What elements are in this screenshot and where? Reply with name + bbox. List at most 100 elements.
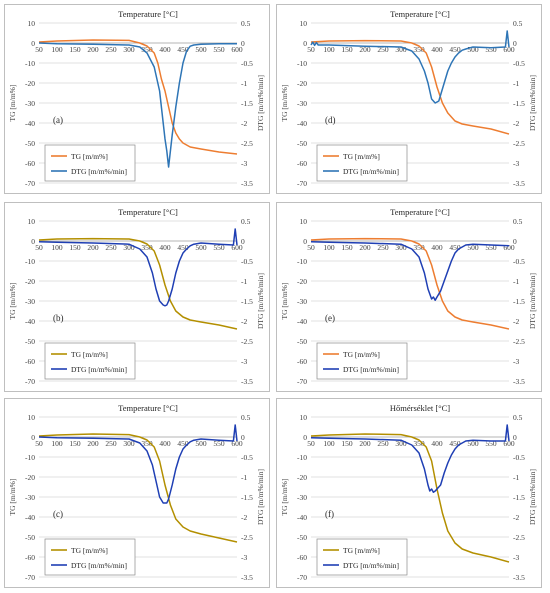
tg-series-line (38, 237, 238, 330)
x-tick-label: 150 (341, 45, 353, 54)
y-tick-label: -60 (25, 357, 35, 366)
y2-tick-label: 0 (513, 39, 517, 48)
y2-tick-label: -2 (513, 317, 519, 326)
legend-label: DTG [m/m%/min] (71, 365, 127, 374)
chart-panel-e: 10 0 -10 -20 -30 -40 -50 -60 -70 0.5 0 -0.5 -1 -1.5 -2… (276, 202, 542, 392)
y-tick-label: 0 (303, 237, 307, 246)
x-tick-label: 50 (307, 243, 315, 252)
x-tick-label: 100 (51, 243, 63, 252)
x-tick-label: 300 (395, 45, 407, 54)
y-tick-label: -40 (297, 119, 307, 128)
x-tick-label: 200 (87, 439, 99, 448)
x-tick-label: 50 (307, 439, 315, 448)
chart-d: 100-10-20-30-40-50-60-700.50-0.5-1-1.5-2… (280, 9, 537, 188)
chart-e: 100-10-20-30-40-50-60-700.50-0.5-1-1.5-2… (280, 207, 537, 386)
y-tick-label: -40 (25, 317, 35, 326)
x-tick-label: 150 (69, 45, 81, 54)
y-tick-label: 0 (31, 39, 35, 48)
y2-tick-label: -2 (241, 317, 247, 326)
x-tick-label: 450 (449, 439, 461, 448)
y2-tick-label: -0.5 (513, 257, 525, 266)
x-tick-label: 150 (69, 439, 81, 448)
y2-axis-label: DTG [m/m%/min] (528, 273, 537, 329)
x-tick-label: 250 (377, 45, 389, 54)
y-tick-label: -30 (25, 99, 35, 108)
y2-tick-label: 0.5 (241, 217, 251, 226)
y2-tick-label: 0.5 (513, 217, 523, 226)
x-tick-label: 300 (123, 45, 135, 54)
y2-tick-label: -3 (513, 357, 519, 366)
y-axis-label: TG [m/m%] (8, 479, 17, 516)
y-tick-label: -50 (25, 139, 35, 148)
x-tick-label: 550 (485, 439, 497, 448)
x-tick-label: 100 (51, 439, 63, 448)
x-tick-label: 100 (323, 45, 335, 54)
y2-tick-label: -3.5 (241, 377, 253, 386)
tg-series-line (310, 237, 510, 330)
chart-title: Hőmérséklet [°C] (390, 403, 450, 413)
tg-series-line (310, 39, 510, 135)
legend-label: TG [m/m%] (343, 546, 380, 555)
legend-label: DTG [m/m%/min] (71, 561, 127, 570)
x-tick-label: 500 (467, 45, 479, 54)
y2-tick-label: -2 (241, 513, 247, 522)
x-tick-label: 400 (431, 439, 443, 448)
y-tick-label: 10 (28, 19, 36, 28)
y-tick-label: -30 (25, 297, 35, 306)
y-tick-label: -70 (25, 179, 35, 188)
y-tick-label: -40 (297, 317, 307, 326)
panel-label: (e) (325, 313, 335, 323)
x-tick-label: 300 (123, 243, 135, 252)
x-tick-label: 600 (503, 439, 515, 448)
y2-tick-label: -3.5 (513, 573, 525, 582)
y-tick-label: 0 (31, 237, 35, 246)
panel-label: (f) (325, 509, 334, 519)
chart-a: 100-10-20-30-40-50-60-700.50-0.5-1-1.5-2… (8, 9, 265, 188)
dtg-series-line (310, 30, 510, 104)
y2-tick-label: 0.5 (241, 19, 251, 28)
x-tick-label: 200 (87, 45, 99, 54)
x-tick-label: 550 (213, 45, 225, 54)
y-tick-label: -20 (297, 473, 307, 482)
x-tick-label: 300 (123, 439, 135, 448)
y2-tick-label: -1.5 (241, 99, 253, 108)
y2-axis-label: DTG [m/m%/min] (528, 469, 537, 525)
x-tick-label: 600 (503, 243, 515, 252)
x-tick-label: 100 (323, 243, 335, 252)
y2-tick-label: -2.5 (241, 337, 253, 346)
x-tick-label: 50 (35, 45, 43, 54)
y2-tick-label: -3 (241, 357, 247, 366)
chart-title: Temperature [°C] (118, 9, 178, 19)
y-tick-label: -70 (297, 377, 307, 386)
legend-box (316, 538, 408, 576)
y2-tick-label: -3.5 (241, 573, 253, 582)
x-tick-label: 600 (503, 45, 515, 54)
y2-axis-label: DTG [m/m%/min] (256, 273, 265, 329)
x-tick-label: 550 (485, 243, 497, 252)
y-tick-label: -50 (297, 533, 307, 542)
y2-tick-label: -0.5 (241, 257, 253, 266)
dtg-series-line (38, 42, 237, 168)
x-tick-label: 550 (213, 439, 225, 448)
y-tick-label: -10 (297, 453, 307, 462)
x-tick-label: 450 (449, 45, 461, 54)
y2-tick-label: -1 (513, 473, 519, 482)
y-tick-label: -60 (25, 553, 35, 562)
y-tick-label: -70 (25, 573, 35, 582)
y2-tick-label: -1.5 (513, 99, 525, 108)
y2-tick-label: -0.5 (513, 453, 525, 462)
y2-tick-label: -0.5 (241, 453, 253, 462)
panel-label: (d) (325, 115, 336, 125)
y2-tick-label: -3.5 (513, 377, 525, 386)
x-tick-label: 500 (195, 243, 207, 252)
x-tick-label: 400 (159, 45, 171, 54)
legend-label: TG [m/m%] (71, 152, 108, 161)
y-tick-label: -10 (297, 257, 307, 266)
y2-tick-label: 0 (513, 433, 517, 442)
x-tick-label: 600 (231, 439, 243, 448)
y2-tick-label: 0.5 (241, 413, 251, 422)
tg-series-line (38, 39, 238, 155)
chart-panel-f: 10 0 -10 -20 -30 -40 -50 -60 -70 0.5 0 -0.5 -1 -1.5 -2… (276, 398, 542, 588)
y2-tick-label: -3 (513, 159, 519, 168)
